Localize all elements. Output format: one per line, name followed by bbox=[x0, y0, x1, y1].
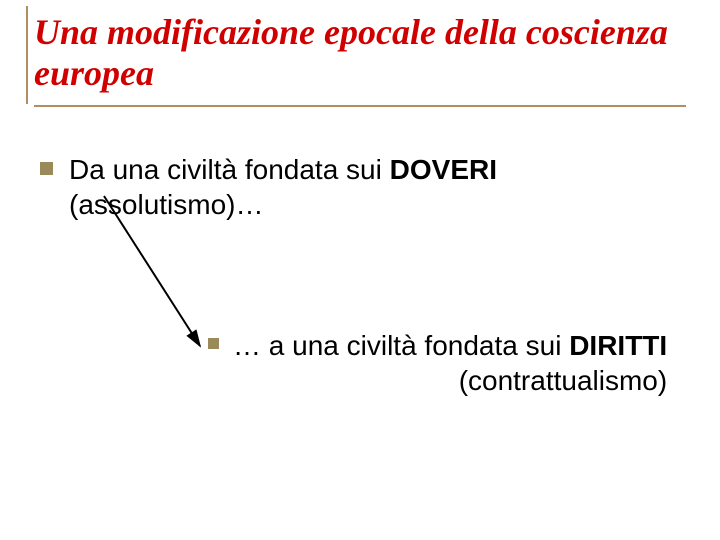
title-side-rule bbox=[26, 6, 28, 104]
bullet-2-pre: … a una civiltà fondata sui bbox=[233, 330, 569, 361]
bullet-1-text: Da una civiltà fondata sui DOVERI (assol… bbox=[69, 152, 692, 222]
bullet-1-strong: DOVERI bbox=[390, 154, 497, 185]
body-area: Da una civiltà fondata sui DOVERI (assol… bbox=[40, 152, 692, 398]
slide: Una modificazione epocale della coscienz… bbox=[0, 0, 720, 540]
bullet-2-text: … a una civiltà fondata sui DIRITTI (con… bbox=[233, 328, 667, 398]
bullet-1-post: (assolutismo)… bbox=[69, 189, 263, 220]
bullet-2-post: (contrattualismo) bbox=[459, 365, 668, 396]
square-bullet-icon bbox=[40, 162, 53, 175]
bullet-1-pre: Da una civiltà fondata sui bbox=[69, 154, 390, 185]
title-block: Una modificazione epocale della coscienz… bbox=[34, 12, 686, 107]
slide-title: Una modificazione epocale della coscienz… bbox=[34, 12, 686, 103]
title-underline bbox=[34, 105, 686, 107]
square-bullet-icon bbox=[208, 338, 219, 349]
bullet-item-2: … a una civiltà fondata sui DIRITTI (con… bbox=[208, 328, 692, 398]
bullet-2-strong: DIRITTI bbox=[569, 330, 667, 361]
bullet-item-1: Da una civiltà fondata sui DOVERI (assol… bbox=[40, 152, 692, 222]
